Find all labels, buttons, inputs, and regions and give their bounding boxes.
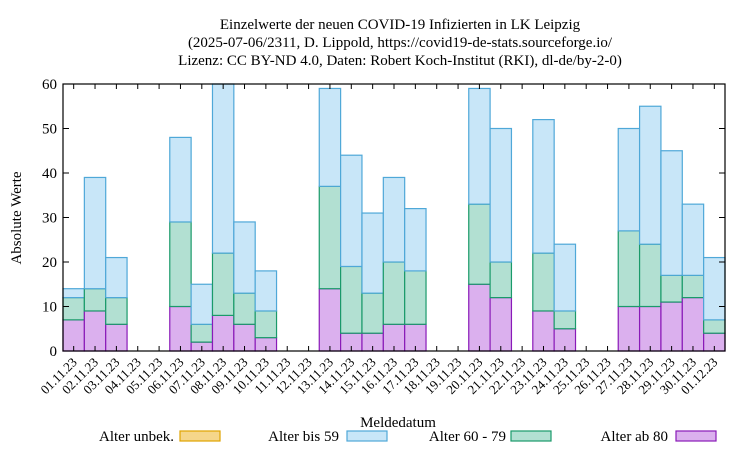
- bar-alter-bis-59-13.11.23: [318, 87, 342, 187]
- y-tick-label: 0: [50, 344, 58, 360]
- bar-alter-ab-80-21.11.23: [489, 297, 513, 352]
- bar-alter-bis-59-08.11.23: [211, 83, 235, 254]
- legend-swatch: [675, 430, 717, 442]
- bar-alter-ab-80-08.11.23: [211, 314, 235, 352]
- y-tick-label: 60: [42, 77, 57, 93]
- bar-alter-bis-59-02.11.23: [83, 176, 107, 290]
- bar-alter-ab-80-06.11.23: [169, 305, 192, 352]
- bar-alter-ab-80-29.11.23: [660, 301, 683, 352]
- bar-alter-bis-59-16.11.23: [382, 176, 406, 263]
- bar-alter-bis-59-23.11.23: [532, 118, 555, 254]
- y-tick-label: 10: [42, 300, 57, 316]
- bar-alter-bis-59-01.11.23: [62, 288, 85, 299]
- bar-alter-bis-59-17.11.23: [404, 208, 427, 272]
- bar-alter-60-79-24.11.23: [553, 310, 577, 330]
- bar-alter-60-79-15.11.23: [361, 292, 384, 334]
- bar-alter-ab-80-27.11.23: [617, 305, 641, 352]
- bar-alter-bis-59-07.11.23: [190, 283, 214, 325]
- bar-alter-ab-80-20.11.23: [468, 283, 491, 352]
- title-line-3: Lizenz: CC BY-ND 4.0, Daten: Robert Koch…: [178, 53, 622, 69]
- bar-alter-bis-59-09.11.23: [233, 221, 256, 294]
- axes-layer: 010203040506001.11.2302.11.2303.11.2304.…: [37, 77, 726, 397]
- bar-alter-60-79-08.11.23: [211, 252, 235, 317]
- bar-alter-bis-59-01.12.23: [703, 256, 726, 321]
- bar-alter-60-79-17.11.23: [404, 270, 427, 325]
- bar-alter-60-79-09.11.23: [233, 292, 256, 325]
- title-line-2: (2025-07-06/2311, D. Lippold, https://co…: [188, 35, 613, 51]
- bars-layer: [62, 83, 726, 352]
- legend-label: Alter 60 - 79: [429, 429, 506, 445]
- bar-alter-bis-59-30.11.23: [681, 203, 705, 276]
- bar-alter-bis-59-24.11.23: [553, 243, 577, 312]
- bar-alter-ab-80-13.11.23: [318, 288, 342, 352]
- y-tick-label: 40: [42, 166, 57, 182]
- bar-alter-ab-80-28.11.23: [638, 305, 662, 352]
- bar-alter-bis-59-28.11.23: [638, 105, 662, 245]
- bar-alter-ab-80-23.11.23: [532, 310, 555, 352]
- y-tick-label: 30: [42, 211, 57, 227]
- legend-swatch: [510, 430, 552, 442]
- chart-title: Einzelwerte der neuen COVID-19 Infiziert…: [178, 17, 622, 69]
- legend-label: Alter bis 59: [268, 429, 339, 445]
- y-axis-label: Absolute Werte: [9, 171, 25, 264]
- bar-alter-60-79-16.11.23: [382, 261, 406, 325]
- bar-alter-60-79-20.11.23: [468, 203, 491, 285]
- legend-label: Alter unbek.: [99, 429, 174, 445]
- bar-alter-bis-59-10.11.23: [254, 270, 278, 312]
- bar-alter-60-79-03.11.23: [105, 297, 128, 325]
- bar-alter-60-79-21.11.23: [489, 261, 513, 299]
- x-axis-label: Meldedatum: [360, 415, 436, 431]
- bar-alter-60-79-10.11.23: [254, 310, 278, 339]
- bar-alter-60-79-27.11.23: [617, 230, 641, 308]
- bar-alter-bis-59-29.11.23: [660, 150, 683, 276]
- bar-alter-60-79-01.11.23: [62, 297, 85, 321]
- bar-alter-60-79-14.11.23: [340, 265, 363, 334]
- bar-alter-bis-59-06.11.23: [169, 136, 192, 223]
- bar-alter-60-79-13.11.23: [318, 185, 342, 290]
- bar-alter-60-79-23.11.23: [532, 252, 555, 312]
- bar-alter-ab-80-02.11.23: [83, 310, 107, 352]
- bar-alter-60-79-28.11.23: [638, 243, 662, 308]
- bar-alter-bis-59-20.11.23: [468, 87, 491, 205]
- legend-label: Alter ab 80: [601, 429, 668, 445]
- bar-alter-60-79-29.11.23: [660, 274, 683, 303]
- bar-alter-60-79-07.11.23: [190, 323, 214, 343]
- bar-alter-bis-59-14.11.23: [340, 154, 363, 268]
- title-line-1: Einzelwerte der neuen COVID-19 Infiziert…: [220, 17, 581, 33]
- y-tick-label: 20: [42, 255, 57, 271]
- bar-alter-bis-59-15.11.23: [361, 212, 384, 294]
- legend-swatch: [346, 430, 388, 442]
- y-tick-label: 50: [42, 122, 57, 138]
- bar-alter-60-79-01.12.23: [703, 319, 726, 334]
- bar-alter-bis-59-21.11.23: [489, 127, 513, 263]
- bar-alter-ab-80-30.11.23: [681, 297, 705, 352]
- bar-alter-60-79-02.11.23: [83, 288, 107, 312]
- legend-swatch: [179, 430, 221, 442]
- bar-alter-60-79-30.11.23: [681, 274, 705, 299]
- bar-alter-bis-59-27.11.23: [617, 127, 641, 232]
- legend: Alter unbek. Alter bis 59 Alter 60 - 79 Alt…: [99, 429, 717, 445]
- bar-alter-bis-59-03.11.23: [105, 256, 128, 299]
- bar-alter-60-79-06.11.23: [169, 221, 192, 308]
